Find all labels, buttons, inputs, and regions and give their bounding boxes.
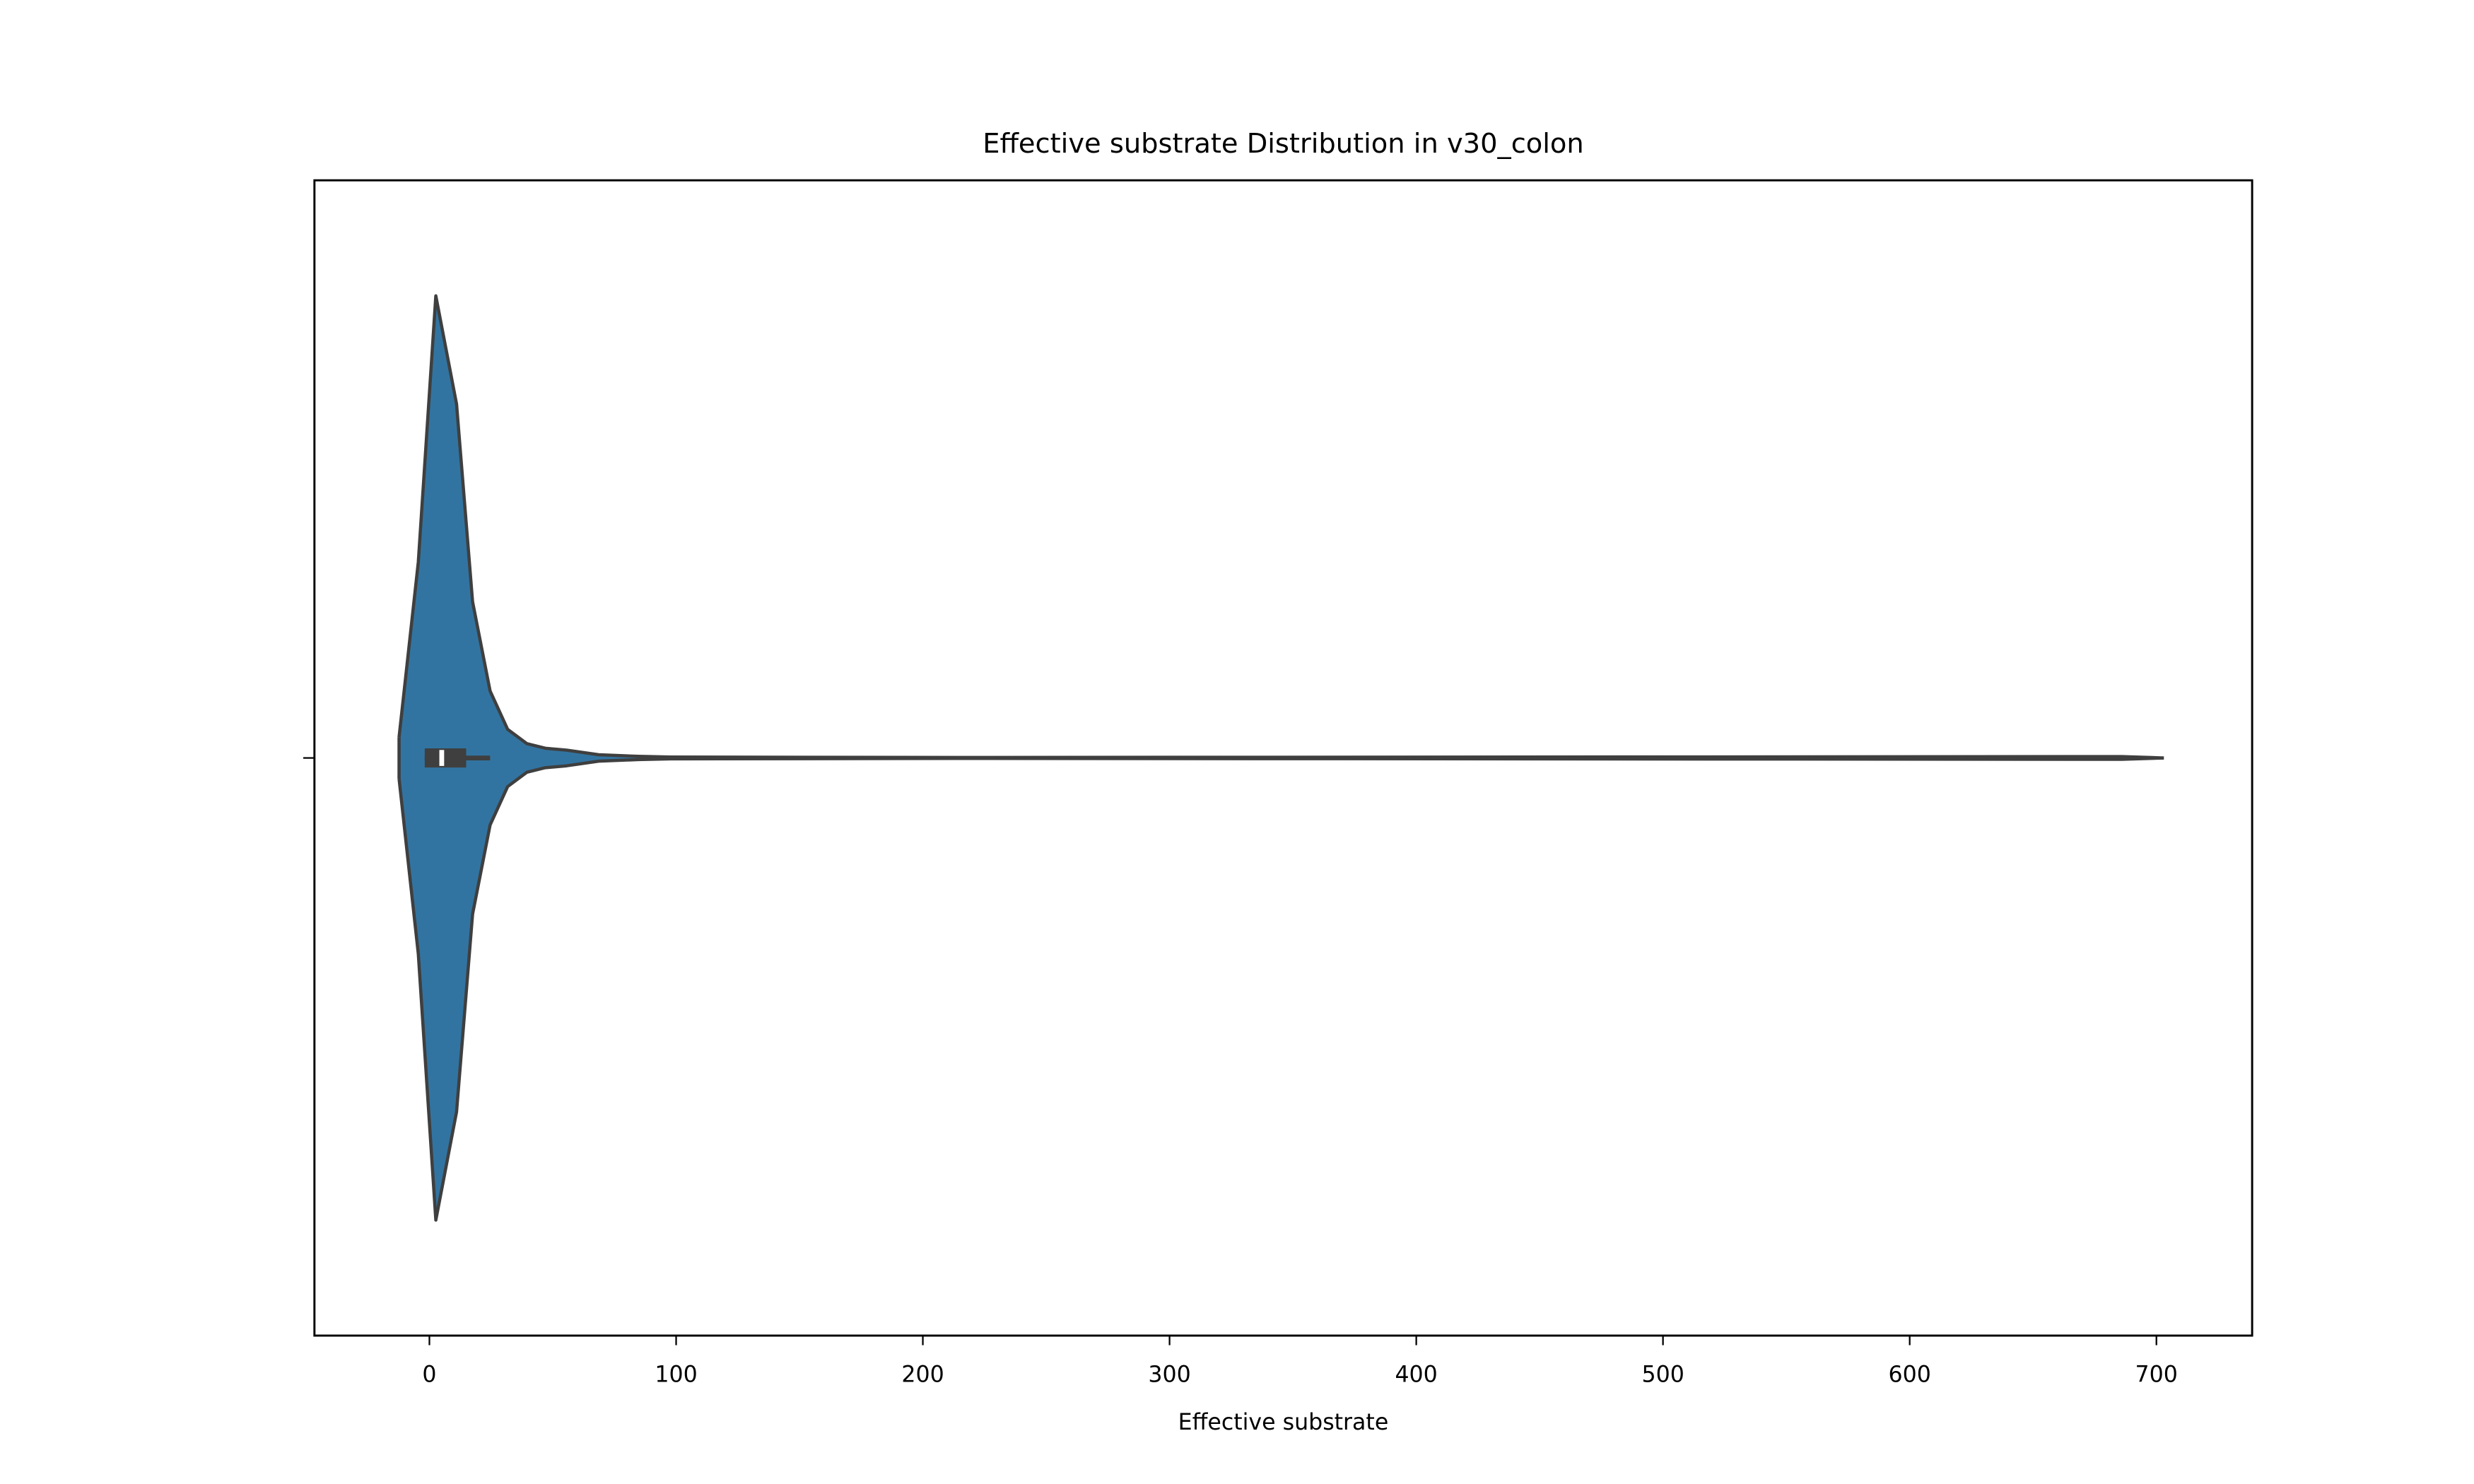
- median: [439, 750, 445, 766]
- x-tick-label: 200: [901, 1362, 944, 1387]
- chart-title: Effective substrate Distribution in v30_…: [983, 128, 1584, 160]
- x-tick-label: 600: [1889, 1362, 1931, 1387]
- x-tick-label: 300: [1148, 1362, 1190, 1387]
- plot-frame: [313, 179, 2253, 1337]
- violin-outline: [397, 756, 2164, 1222]
- x-tick-label: 500: [1641, 1362, 1684, 1387]
- x-tick-label: 0: [422, 1362, 436, 1387]
- x-tick-label: 700: [2135, 1362, 2178, 1387]
- x-axis-label: Effective substrate: [1178, 1410, 1389, 1435]
- x-tick-label: 100: [655, 1362, 697, 1387]
- x-tick-label: 400: [1395, 1362, 1437, 1387]
- box: [424, 748, 467, 768]
